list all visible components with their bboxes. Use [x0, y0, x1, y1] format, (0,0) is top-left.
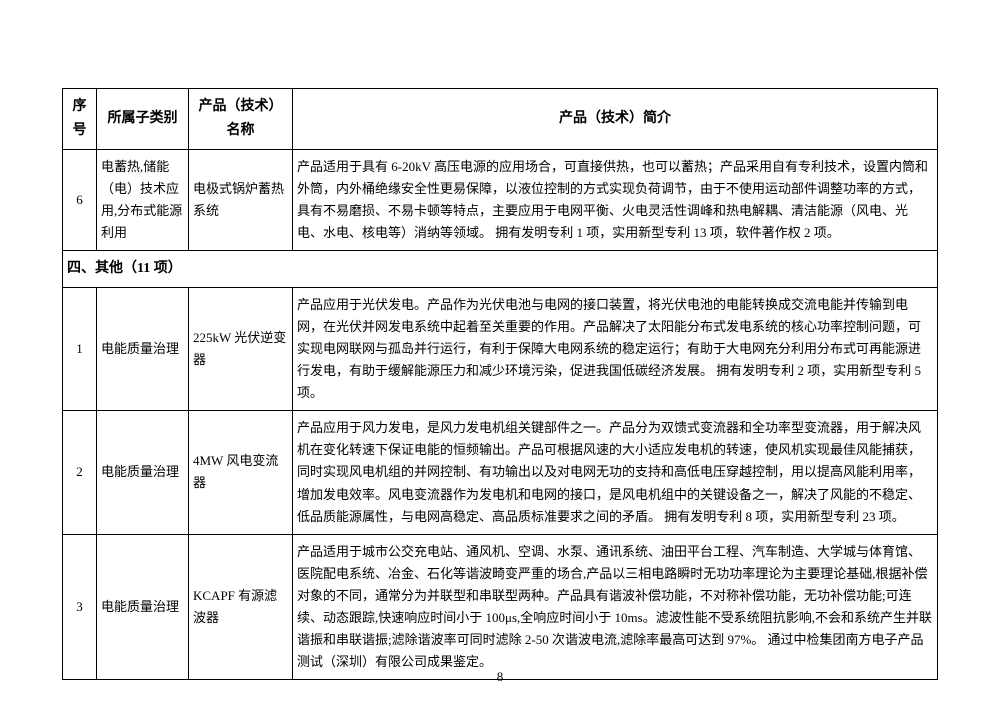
cell-seq: 6 [63, 149, 97, 250]
cell-name: KCAPF 有源滤波器 [189, 534, 293, 680]
cell-name: 电极式锅炉蓄热系统 [189, 149, 293, 250]
section-header-row: 四、其他（11 项） [63, 250, 938, 287]
table-row: 2 电能质量治理 4MW 风电变流器 产品应用于风力发电，是风力发电机组关键部件… [63, 411, 938, 534]
table-row: 1 电能质量治理 225kW 光伏逆变器 产品应用于光伏发电。产品作为光伏电池与… [63, 287, 938, 410]
header-name: 产品（技术）名称 [189, 89, 293, 150]
cell-name: 225kW 光伏逆变器 [189, 287, 293, 410]
cell-subcat: 电能质量治理 [97, 534, 189, 680]
table-row: 6 电蓄热,储能（电）技术应用,分布式能源利用 电极式锅炉蓄热系统 产品适用于具… [63, 149, 938, 250]
header-seq: 序号 [63, 89, 97, 150]
header-desc: 产品（技术）简介 [293, 89, 938, 150]
cell-name: 4MW 风电变流器 [189, 411, 293, 534]
cell-desc: 产品应用于风力发电，是风力发电机组关键部件之一。产品分为双馈式变流器和全功率型变… [293, 411, 938, 534]
cell-seq: 1 [63, 287, 97, 410]
cell-seq: 3 [63, 534, 97, 680]
table-row: 3 电能质量治理 KCAPF 有源滤波器 产品适用于城市公交充电站、通风机、空调… [63, 534, 938, 680]
table-header-row: 序号 所属子类别 产品（技术）名称 产品（技术）简介 [63, 89, 938, 150]
cell-desc: 产品适用于具有 6-20kV 高压电源的应用场合，可直接供热，也可以蓄热；产品采… [293, 149, 938, 250]
header-subcat: 所属子类别 [97, 89, 189, 150]
cell-subcat: 电蓄热,储能（电）技术应用,分布式能源利用 [97, 149, 189, 250]
document-page: 序号 所属子类别 产品（技术）名称 产品（技术）简介 6 电蓄热,储能（电）技术… [0, 0, 1000, 707]
cell-desc: 产品适用于城市公交充电站、通风机、空调、水泵、通讯系统、油田平台工程、汽车制造、… [293, 534, 938, 680]
cell-subcat: 电能质量治理 [97, 287, 189, 410]
product-table: 序号 所属子类别 产品（技术）名称 产品（技术）简介 6 电蓄热,储能（电）技术… [62, 88, 938, 680]
cell-desc: 产品应用于光伏发电。产品作为光伏电池与电网的接口装置，将光伏电池的电能转换成交流… [293, 287, 938, 410]
section-title: 四、其他（11 项） [63, 250, 938, 287]
cell-subcat: 电能质量治理 [97, 411, 189, 534]
page-number: 8 [0, 669, 1000, 685]
cell-seq: 2 [63, 411, 97, 534]
